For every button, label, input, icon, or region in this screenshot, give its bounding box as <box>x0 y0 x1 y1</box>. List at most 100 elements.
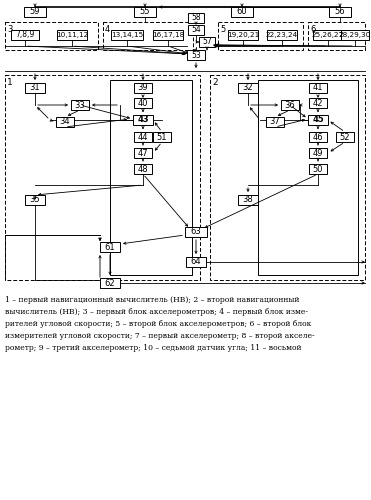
Bar <box>5 75 200 280</box>
Text: измерителей угловой скорости; 7 – первый акселерометр; 8 – второй акселе-: измерителей угловой скорости; 7 – первый… <box>5 332 315 340</box>
Bar <box>5 22 98 50</box>
Bar <box>309 132 327 142</box>
Bar <box>258 80 358 275</box>
Bar <box>313 30 343 40</box>
Text: 62: 62 <box>105 278 115 287</box>
Text: 28,29,30: 28,29,30 <box>339 32 371 38</box>
Bar <box>100 242 120 252</box>
Bar <box>341 30 369 40</box>
Bar <box>308 115 328 125</box>
Text: 36: 36 <box>285 100 295 110</box>
Text: 3: 3 <box>7 25 12 34</box>
Bar <box>103 22 193 50</box>
Bar <box>266 117 284 127</box>
Bar <box>228 30 258 40</box>
Bar <box>188 13 204 23</box>
Text: 53: 53 <box>191 50 201 59</box>
Bar <box>186 257 206 267</box>
Text: 35: 35 <box>30 196 40 204</box>
Bar <box>238 195 258 205</box>
Bar <box>231 7 253 17</box>
Bar <box>199 37 215 47</box>
Text: рителей угловой скорости; 5 – второй блок акселерометров; 6 – второй блок: рителей угловой скорости; 5 – второй бло… <box>5 320 311 328</box>
Bar <box>134 148 152 158</box>
Text: 32: 32 <box>243 84 253 92</box>
Bar <box>134 83 152 93</box>
Text: 37: 37 <box>270 118 280 126</box>
Bar <box>309 98 327 108</box>
Bar <box>238 83 258 93</box>
Bar <box>100 278 120 288</box>
Text: 19,20,21: 19,20,21 <box>227 32 259 38</box>
Bar <box>187 50 205 60</box>
Bar <box>11 30 39 40</box>
Bar <box>218 22 303 50</box>
Text: 33: 33 <box>75 100 85 110</box>
Text: 64: 64 <box>191 258 201 266</box>
Bar <box>110 80 192 275</box>
Text: 31: 31 <box>30 84 40 92</box>
Text: 42: 42 <box>313 98 323 108</box>
Bar <box>329 7 351 17</box>
Bar <box>133 115 153 125</box>
Text: 43: 43 <box>137 116 149 124</box>
Text: 51: 51 <box>157 132 167 141</box>
Text: вычислитель (НВ); 3 – первый блок акселерометров; 4 – первый блок изме-: вычислитель (НВ); 3 – первый блок акселе… <box>5 308 308 316</box>
Bar <box>134 132 152 142</box>
Text: 58: 58 <box>191 14 201 22</box>
Text: 52: 52 <box>340 132 350 141</box>
Text: 13,14,15: 13,14,15 <box>111 32 143 38</box>
Bar <box>71 100 89 110</box>
Text: 1 – первый навигационный вычислитель (НВ); 2 – второй навигационный: 1 – первый навигационный вычислитель (НВ… <box>5 296 299 304</box>
Bar <box>24 7 46 17</box>
Text: 57: 57 <box>202 38 212 46</box>
Text: 56: 56 <box>335 8 345 16</box>
Bar <box>309 83 327 93</box>
Bar <box>134 164 152 174</box>
Bar <box>267 30 297 40</box>
Text: 45: 45 <box>312 116 324 124</box>
Text: 34: 34 <box>60 118 70 126</box>
Bar <box>134 98 152 108</box>
Bar <box>336 132 354 142</box>
Bar <box>25 195 45 205</box>
Text: 25,26,27: 25,26,27 <box>312 32 344 38</box>
Text: 10,11,12: 10,11,12 <box>56 32 88 38</box>
Text: 50: 50 <box>313 164 323 173</box>
Text: 49: 49 <box>313 148 323 158</box>
Text: 54: 54 <box>191 26 201 35</box>
Text: 61: 61 <box>105 242 115 252</box>
Bar <box>188 25 204 35</box>
Bar <box>111 30 143 40</box>
Bar <box>281 100 299 110</box>
Text: 7,8,9: 7,8,9 <box>15 30 35 40</box>
Text: 2: 2 <box>212 78 218 87</box>
Text: 40: 40 <box>138 98 148 108</box>
Text: 38: 38 <box>243 196 253 204</box>
Text: 5: 5 <box>220 25 225 34</box>
Text: 48: 48 <box>138 164 148 173</box>
Text: 63: 63 <box>191 228 201 236</box>
Bar <box>309 164 327 174</box>
Text: 6: 6 <box>310 25 315 34</box>
Bar <box>308 22 365 50</box>
Text: 1: 1 <box>7 78 13 87</box>
Bar <box>56 117 74 127</box>
Text: 60: 60 <box>237 8 247 16</box>
Bar <box>25 83 45 93</box>
Text: 39: 39 <box>138 84 148 92</box>
Bar <box>57 30 87 40</box>
Text: 46: 46 <box>313 132 323 141</box>
Text: рометр; 9 – третий акселерометр; 10 – седьмой датчик угла; 11 – восьмой: рометр; 9 – третий акселерометр; 10 – се… <box>5 344 302 352</box>
Text: 4: 4 <box>105 25 110 34</box>
Bar <box>185 227 207 237</box>
Bar <box>153 132 171 142</box>
Bar <box>153 30 183 40</box>
Bar <box>309 148 327 158</box>
Text: 41: 41 <box>313 84 323 92</box>
Text: 44: 44 <box>138 132 148 141</box>
Text: 22,23,24: 22,23,24 <box>266 32 298 38</box>
Text: 47: 47 <box>138 148 148 158</box>
Text: 16,17,18: 16,17,18 <box>152 32 184 38</box>
Bar <box>134 7 156 17</box>
